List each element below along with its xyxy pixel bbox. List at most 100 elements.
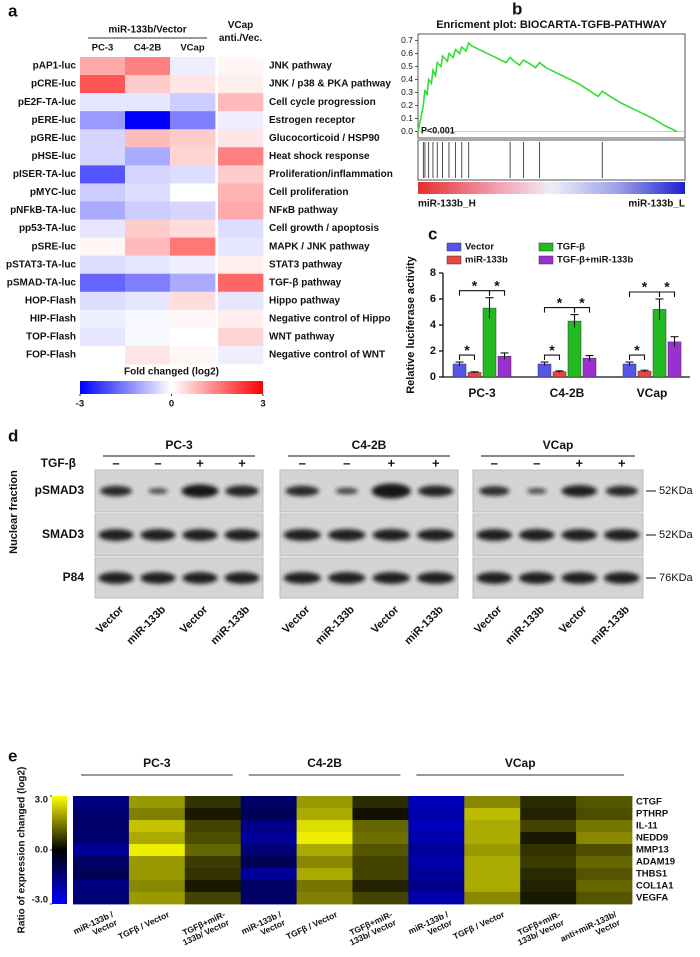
heatmap-cell [80, 147, 126, 166]
chart-title: Enricment plot: BIOCARTA-TGFB-PATHWAY [436, 19, 667, 31]
heatmap-cell [576, 892, 633, 905]
heatmap-cell [520, 808, 577, 821]
blot-band [225, 485, 259, 497]
blot-band [603, 529, 640, 541]
heatmap-cell [218, 147, 264, 166]
blot-band [181, 484, 219, 498]
row-label: NEDD9 [636, 833, 668, 844]
x-tick-label: VCap [637, 386, 668, 400]
treatment-sign: + [196, 455, 204, 470]
row-annotation: JNK / p38 & PKA pathway [269, 79, 391, 90]
significance-label: * [494, 277, 500, 293]
heatmap-cell [125, 201, 171, 220]
heatmap-cell [125, 75, 171, 94]
lane-label: Vector [557, 603, 590, 636]
error-bar [455, 361, 464, 366]
row-annotation: Negative control of Hippo [269, 314, 391, 325]
heatmap-cell [296, 820, 353, 833]
heatmap-cell [125, 147, 171, 166]
heatmap-cell [520, 796, 577, 809]
column-label: C4-2B [134, 43, 162, 54]
heatmap-cell [218, 93, 264, 112]
heatmap-cell [296, 856, 353, 869]
blot-band [140, 572, 176, 584]
heatmap-cell [80, 129, 126, 148]
heatmap-cell [125, 309, 171, 329]
colorbar [80, 381, 263, 394]
row-label: CTGF [636, 797, 662, 808]
significance-label: * [464, 342, 470, 358]
row-label: ADAM19 [636, 857, 675, 868]
colorbar [52, 796, 67, 904]
heatmap-cell [218, 309, 264, 329]
heatmap-cell [170, 309, 216, 329]
blot-band [224, 529, 260, 541]
heatmap-cell [80, 201, 126, 220]
treatment-sign: + [238, 455, 246, 470]
heatmap-cell [296, 844, 353, 857]
legend-swatch [446, 255, 462, 265]
significance-label: * [664, 279, 670, 295]
heatmap-cell [170, 129, 216, 148]
treatment-sign: + [387, 455, 395, 470]
y-tick-label: 0.6 [401, 48, 413, 58]
blot-band [605, 485, 638, 497]
heatmap-cell [80, 183, 126, 202]
y-tick-label: 4 [430, 319, 437, 331]
heatmap-cell [352, 880, 409, 893]
lane-label: Vector [280, 603, 313, 636]
marker-label: 52KDa [659, 529, 694, 541]
heatmap-cell [170, 237, 216, 257]
blot-band [100, 485, 132, 497]
row-annotation: WNT pathway [269, 332, 335, 343]
heatmap-cell [125, 237, 171, 257]
significance-label: * [634, 342, 640, 358]
legend-swatch [446, 242, 462, 252]
panel-letter: d [8, 426, 18, 445]
heatmap-cell [408, 832, 465, 845]
heatmap-cell [125, 183, 171, 202]
heatmap-cell [296, 832, 353, 845]
blot-band [283, 529, 321, 541]
row-label: COL1A1 [636, 881, 674, 892]
heatmap-cell [352, 832, 409, 845]
heatmap-cell [80, 219, 126, 238]
blot-band [283, 572, 321, 584]
heatmap-cell [218, 219, 264, 238]
row-label: FOP-Flash [26, 350, 76, 361]
legend-swatch [538, 242, 554, 252]
heatmap-cell [352, 868, 409, 881]
heatmap-cell [576, 856, 633, 869]
lane-label: Vector [369, 603, 402, 636]
heatmap-cell [170, 75, 216, 94]
colorbar-tick-label: 0 [169, 399, 174, 410]
heatmap-cell [184, 892, 242, 905]
heatmap-cell [576, 844, 633, 857]
row-annotation: Heat shock response [269, 151, 370, 162]
treatment-sign: + [618, 455, 626, 470]
row-annotation: Cell growth / apoptosis [269, 223, 379, 234]
heatmap-cell [576, 796, 633, 809]
heatmap-cell [240, 796, 297, 809]
marker-label: 76KDa [659, 572, 694, 584]
cell-line-label: VCap [543, 438, 574, 452]
heatmap-cell [296, 796, 353, 809]
blot-band [372, 572, 410, 584]
row-label: pAP1-luc [33, 61, 77, 72]
row-label: pCRE-luc [31, 79, 76, 90]
y-tick-label: 8 [430, 267, 436, 279]
significance-bracket [458, 354, 476, 361]
legend-swatch [538, 255, 554, 265]
row-label: pp53-TA-luc [19, 223, 76, 234]
heatmap-cell [464, 820, 521, 833]
heatmap-cell [218, 129, 264, 148]
heatmap-cell [218, 57, 264, 76]
heatmap-cell [80, 345, 126, 365]
treatment-sign: + [575, 455, 583, 470]
x-tick-label: PC-3 [468, 386, 496, 400]
row-annotation: Cell proliferation [269, 187, 348, 198]
group-label: VCap anti./Vec. [218, 20, 263, 44]
heatmap-cell [240, 856, 297, 869]
heatmap-cell [184, 844, 242, 857]
bar [567, 320, 582, 378]
